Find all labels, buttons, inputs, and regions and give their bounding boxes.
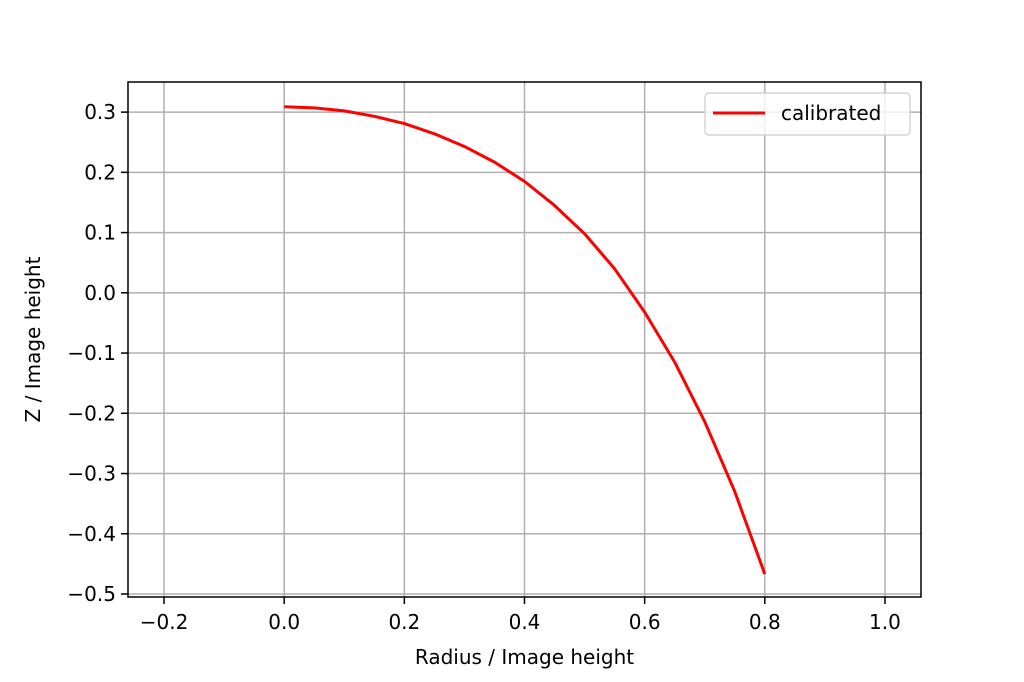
grid [128,82,921,597]
x-tick-label: 0.4 [509,610,541,634]
x-tick-label: −0.2 [140,610,189,634]
y-axis-label: Z / Image height [21,256,45,422]
x-axis-label: Radius / Image height [415,645,634,669]
legend: calibrated [704,92,911,136]
y-tick-label: −0.4 [67,522,116,546]
x-tick-label: 1.0 [869,610,901,634]
x-tick-label: 0.0 [268,610,300,634]
x-tick-label: 0.2 [388,610,420,634]
x-tick-label: 0.6 [629,610,661,634]
legend-label-calibrated: calibrated [781,101,881,125]
y-tick-label: −0.1 [67,341,116,365]
y-tick-label: 0.1 [84,221,116,245]
series-layer [284,105,767,575]
series-line-calibrated [284,105,767,575]
y-axis-ticks: 0.3 0.2 0.1 0.0 −0.1 −0.2 −0.3 −0.4 −0.5 [67,100,128,606]
y-tick-label: −0.2 [67,401,116,425]
y-tick-label: 0.3 [84,100,116,124]
x-tick-label: 0.8 [749,610,781,634]
y-tick-label: 0.2 [84,160,116,184]
y-tick-label: 0.0 [84,281,116,305]
y-tick-label: −0.5 [67,582,116,606]
y-tick-label: −0.3 [67,462,116,486]
x-axis-ticks: −0.2 0.0 0.2 0.4 0.6 0.8 1.0 [140,597,901,634]
legend-box [704,92,911,136]
